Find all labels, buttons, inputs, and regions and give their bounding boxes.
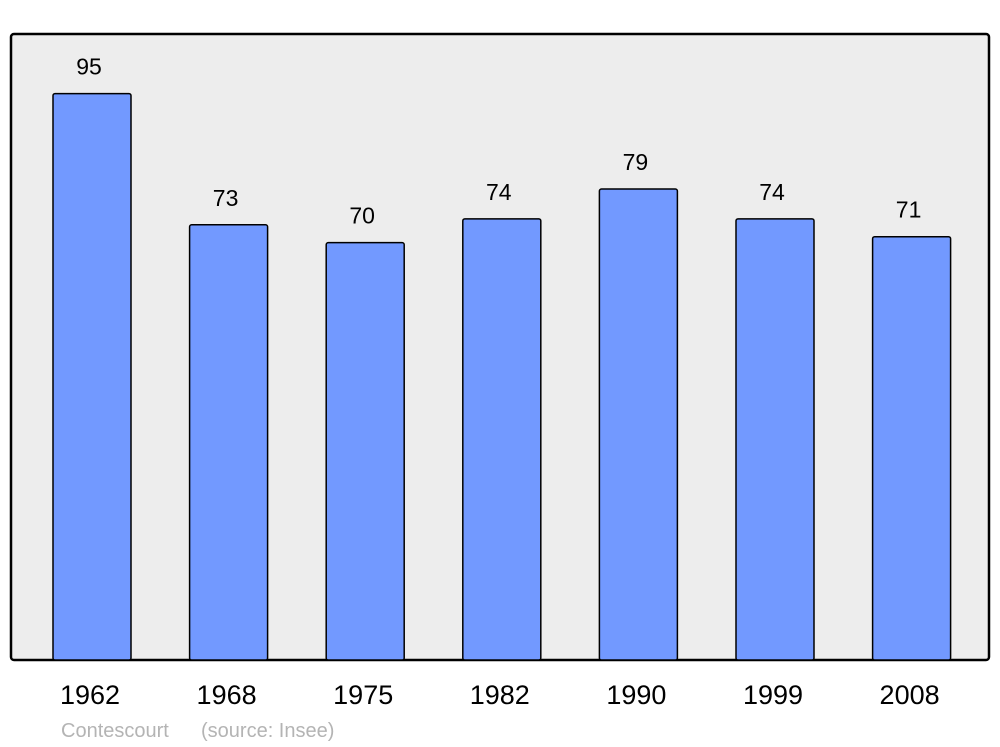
bar-1999	[735, 218, 815, 661]
data-label-1990: 79	[623, 149, 649, 175]
data-label-1975: 70	[349, 203, 375, 229]
data-label-1968: 73	[213, 185, 239, 211]
data-label-2008: 71	[896, 197, 922, 223]
x-tick-label-1999: 1999	[743, 680, 803, 710]
data-label-1999: 74	[759, 179, 785, 205]
bar-1962	[52, 92, 132, 661]
x-tick-label-1968: 1968	[197, 680, 257, 710]
x-tick-label-1962: 1962	[60, 680, 120, 710]
footer-place: Contescourt	[61, 720, 169, 742]
footer-source: (source: Insee)	[201, 720, 334, 742]
bar-2008	[871, 235, 952, 661]
x-tick-label-1975: 1975	[333, 680, 393, 710]
bar-1968	[188, 224, 269, 661]
x-tick-label-2008: 2008	[880, 680, 940, 710]
data-label-1962: 95	[76, 54, 102, 80]
bar-1990	[598, 188, 679, 661]
x-tick-label-1982: 1982	[470, 680, 530, 710]
x-tick-label-1990: 1990	[606, 680, 666, 710]
bar-1975	[325, 241, 405, 661]
data-label-1982: 74	[486, 179, 512, 205]
bar-1982	[462, 218, 542, 661]
